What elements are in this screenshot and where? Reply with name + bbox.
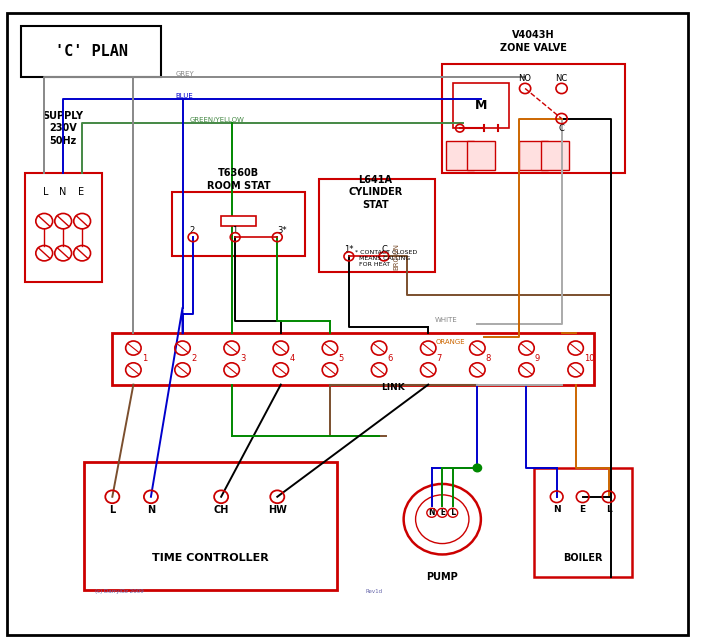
FancyBboxPatch shape — [534, 468, 632, 577]
Text: N  E  L: N E L — [429, 508, 456, 517]
Text: BROWN: BROWN — [393, 243, 399, 271]
Text: C: C — [381, 245, 387, 254]
Text: BLUE: BLUE — [176, 93, 193, 99]
Text: 7: 7 — [437, 354, 442, 363]
Text: GREEN/YELLOW: GREEN/YELLOW — [190, 117, 244, 123]
Text: GREY: GREY — [176, 71, 194, 77]
Text: NC: NC — [555, 74, 568, 83]
Text: WHITE: WHITE — [435, 317, 458, 323]
Text: 1: 1 — [232, 226, 237, 235]
FancyBboxPatch shape — [541, 141, 569, 170]
Text: N: N — [60, 187, 67, 197]
Text: L641A
CYLINDER
STAT: L641A CYLINDER STAT — [348, 175, 403, 210]
Text: 1: 1 — [142, 354, 147, 363]
Text: Rev1d: Rev1d — [365, 589, 382, 594]
Text: * CONTACT CLOSED
  MEANS CALLING
  FOR HEAT: * CONTACT CLOSED MEANS CALLING FOR HEAT — [355, 251, 417, 267]
Text: LINK: LINK — [381, 383, 405, 392]
Text: 4: 4 — [289, 354, 294, 363]
FancyBboxPatch shape — [25, 173, 102, 282]
FancyBboxPatch shape — [21, 26, 161, 77]
Text: V4043H: V4043H — [512, 30, 555, 40]
Text: E: E — [78, 187, 84, 197]
FancyBboxPatch shape — [112, 333, 594, 385]
Text: 8: 8 — [486, 354, 491, 363]
Text: 10: 10 — [584, 354, 595, 363]
FancyBboxPatch shape — [7, 13, 688, 635]
Bar — [221, 216, 256, 226]
Text: BOILER: BOILER — [563, 553, 602, 563]
Text: 2: 2 — [190, 226, 194, 235]
Text: N: N — [147, 504, 155, 515]
Text: SUPPLY
230V
50Hz: SUPPLY 230V 50Hz — [43, 111, 84, 146]
Text: 3: 3 — [240, 354, 246, 363]
Text: C: C — [559, 124, 564, 133]
Text: L: L — [606, 505, 611, 514]
Text: 5: 5 — [338, 354, 343, 363]
FancyBboxPatch shape — [467, 141, 495, 170]
Text: E: E — [580, 505, 585, 514]
FancyBboxPatch shape — [84, 462, 337, 590]
FancyBboxPatch shape — [519, 141, 548, 170]
Text: 9: 9 — [535, 354, 540, 363]
Text: L: L — [43, 187, 48, 197]
Text: PUMP: PUMP — [426, 572, 458, 582]
Circle shape — [473, 464, 482, 472]
Text: 1*: 1* — [344, 245, 354, 254]
Text: TIME CONTROLLER: TIME CONTROLLER — [152, 553, 269, 563]
FancyBboxPatch shape — [172, 192, 305, 256]
Text: N: N — [553, 505, 560, 514]
Text: 'C' PLAN: 'C' PLAN — [55, 44, 128, 59]
Text: 3*: 3* — [277, 226, 287, 235]
Text: L: L — [110, 504, 115, 515]
Text: M: M — [475, 99, 487, 112]
Text: HW: HW — [268, 504, 286, 515]
Text: ZONE VALVE: ZONE VALVE — [500, 43, 567, 53]
Text: ORANGE: ORANGE — [435, 339, 465, 345]
FancyBboxPatch shape — [442, 64, 625, 173]
FancyBboxPatch shape — [446, 141, 474, 170]
FancyBboxPatch shape — [453, 83, 509, 128]
Text: 2: 2 — [191, 354, 196, 363]
Text: (c) DarrylOz 2009: (c) DarrylOz 2009 — [95, 589, 143, 594]
FancyBboxPatch shape — [319, 179, 435, 272]
Text: CH: CH — [213, 504, 229, 515]
Text: NO: NO — [519, 74, 531, 83]
Text: T6360B
ROOM STAT: T6360B ROOM STAT — [207, 169, 270, 190]
Text: 6: 6 — [388, 354, 393, 363]
